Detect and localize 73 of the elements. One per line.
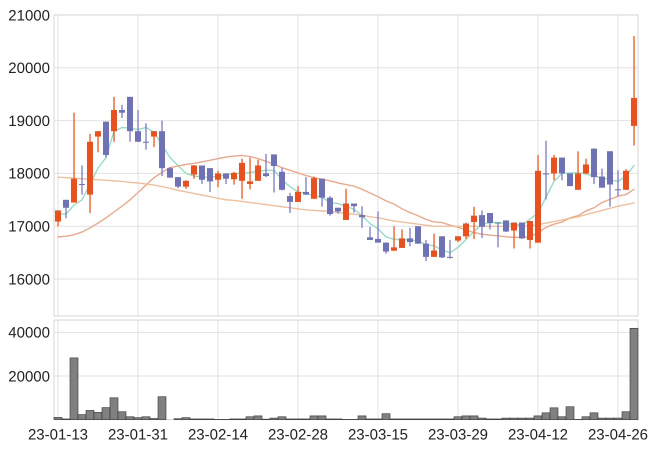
candlestick bbox=[311, 176, 317, 200]
candlestick bbox=[215, 170, 221, 188]
candlestick bbox=[279, 168, 285, 191]
candlestick bbox=[119, 104, 125, 119]
candlestick bbox=[447, 239, 453, 260]
candlestick bbox=[407, 227, 413, 247]
candlestick bbox=[431, 233, 437, 258]
y-tick-label: 21000 bbox=[8, 7, 50, 24]
candlestick bbox=[551, 154, 557, 181]
candlestick bbox=[79, 164, 85, 196]
candlestick bbox=[151, 130, 157, 148]
candlestick bbox=[303, 176, 309, 196]
candlestick bbox=[295, 185, 301, 203]
y-tick-label: 17000 bbox=[8, 218, 50, 236]
candlestick bbox=[343, 188, 349, 220]
candlestick bbox=[575, 150, 581, 190]
candlestick bbox=[511, 222, 517, 250]
candlestick bbox=[383, 242, 389, 254]
candlestick bbox=[415, 226, 421, 244]
candlestick bbox=[143, 122, 149, 150]
x-tick-label: 23-01-31 bbox=[108, 426, 168, 444]
candlestick bbox=[463, 222, 469, 240]
candlestick bbox=[423, 239, 429, 262]
candlestick bbox=[111, 96, 117, 142]
y-tick-label: 40000 bbox=[8, 324, 50, 342]
candlestick bbox=[487, 212, 493, 230]
x-tick-label: 23-03-29 bbox=[428, 426, 488, 444]
candlestick bbox=[95, 130, 101, 153]
candlestick bbox=[199, 164, 205, 185]
y-tick-label: 20000 bbox=[8, 368, 50, 386]
x-tick-label: 23-04-26 bbox=[588, 426, 648, 444]
candlestick bbox=[71, 112, 77, 204]
candlestick bbox=[271, 154, 277, 194]
candlestick bbox=[135, 109, 141, 142]
y-tick-label: 19000 bbox=[8, 112, 50, 130]
candlestick bbox=[239, 158, 245, 200]
y-tick-label: 18000 bbox=[8, 166, 50, 183]
candlestick bbox=[287, 192, 293, 214]
candlestick bbox=[247, 156, 253, 190]
candlestick bbox=[583, 158, 589, 175]
candlestick bbox=[63, 199, 69, 219]
y-tick-label: 20000 bbox=[8, 60, 50, 78]
candlestick bbox=[255, 159, 261, 182]
x-tick-label: 23-02-14 bbox=[188, 426, 248, 444]
candlestick bbox=[359, 206, 365, 228]
candlestick bbox=[175, 176, 181, 189]
x-tick-label: 23-02-28 bbox=[268, 426, 328, 444]
candlestick bbox=[439, 236, 445, 259]
x-tick-label: 23-01-13 bbox=[28, 426, 88, 444]
candlestick bbox=[559, 156, 565, 181]
candlestick bbox=[391, 226, 397, 252]
candlestick bbox=[231, 171, 237, 186]
candlestick bbox=[543, 140, 549, 200]
candlestick bbox=[519, 222, 525, 240]
candlestick bbox=[327, 196, 333, 216]
candlestick bbox=[623, 168, 629, 190]
candlestick bbox=[527, 220, 533, 250]
candlestick bbox=[263, 153, 269, 178]
candlestick bbox=[471, 206, 477, 240]
candlestick bbox=[479, 210, 485, 238]
candlestick bbox=[375, 210, 381, 244]
candlestick bbox=[207, 168, 213, 193]
x-tick-label: 23-04-12 bbox=[508, 426, 568, 444]
candlestick bbox=[399, 228, 405, 248]
candlestick bbox=[367, 226, 373, 241]
x-tick-label: 23-03-15 bbox=[348, 426, 408, 444]
candlestick bbox=[615, 170, 621, 197]
candlestick bbox=[319, 178, 325, 208]
candlestick bbox=[495, 222, 501, 248]
y-tick-label: 16000 bbox=[8, 271, 50, 288]
candlestick bbox=[55, 210, 61, 227]
candlestick bbox=[191, 164, 197, 180]
candlestick bbox=[599, 168, 605, 188]
